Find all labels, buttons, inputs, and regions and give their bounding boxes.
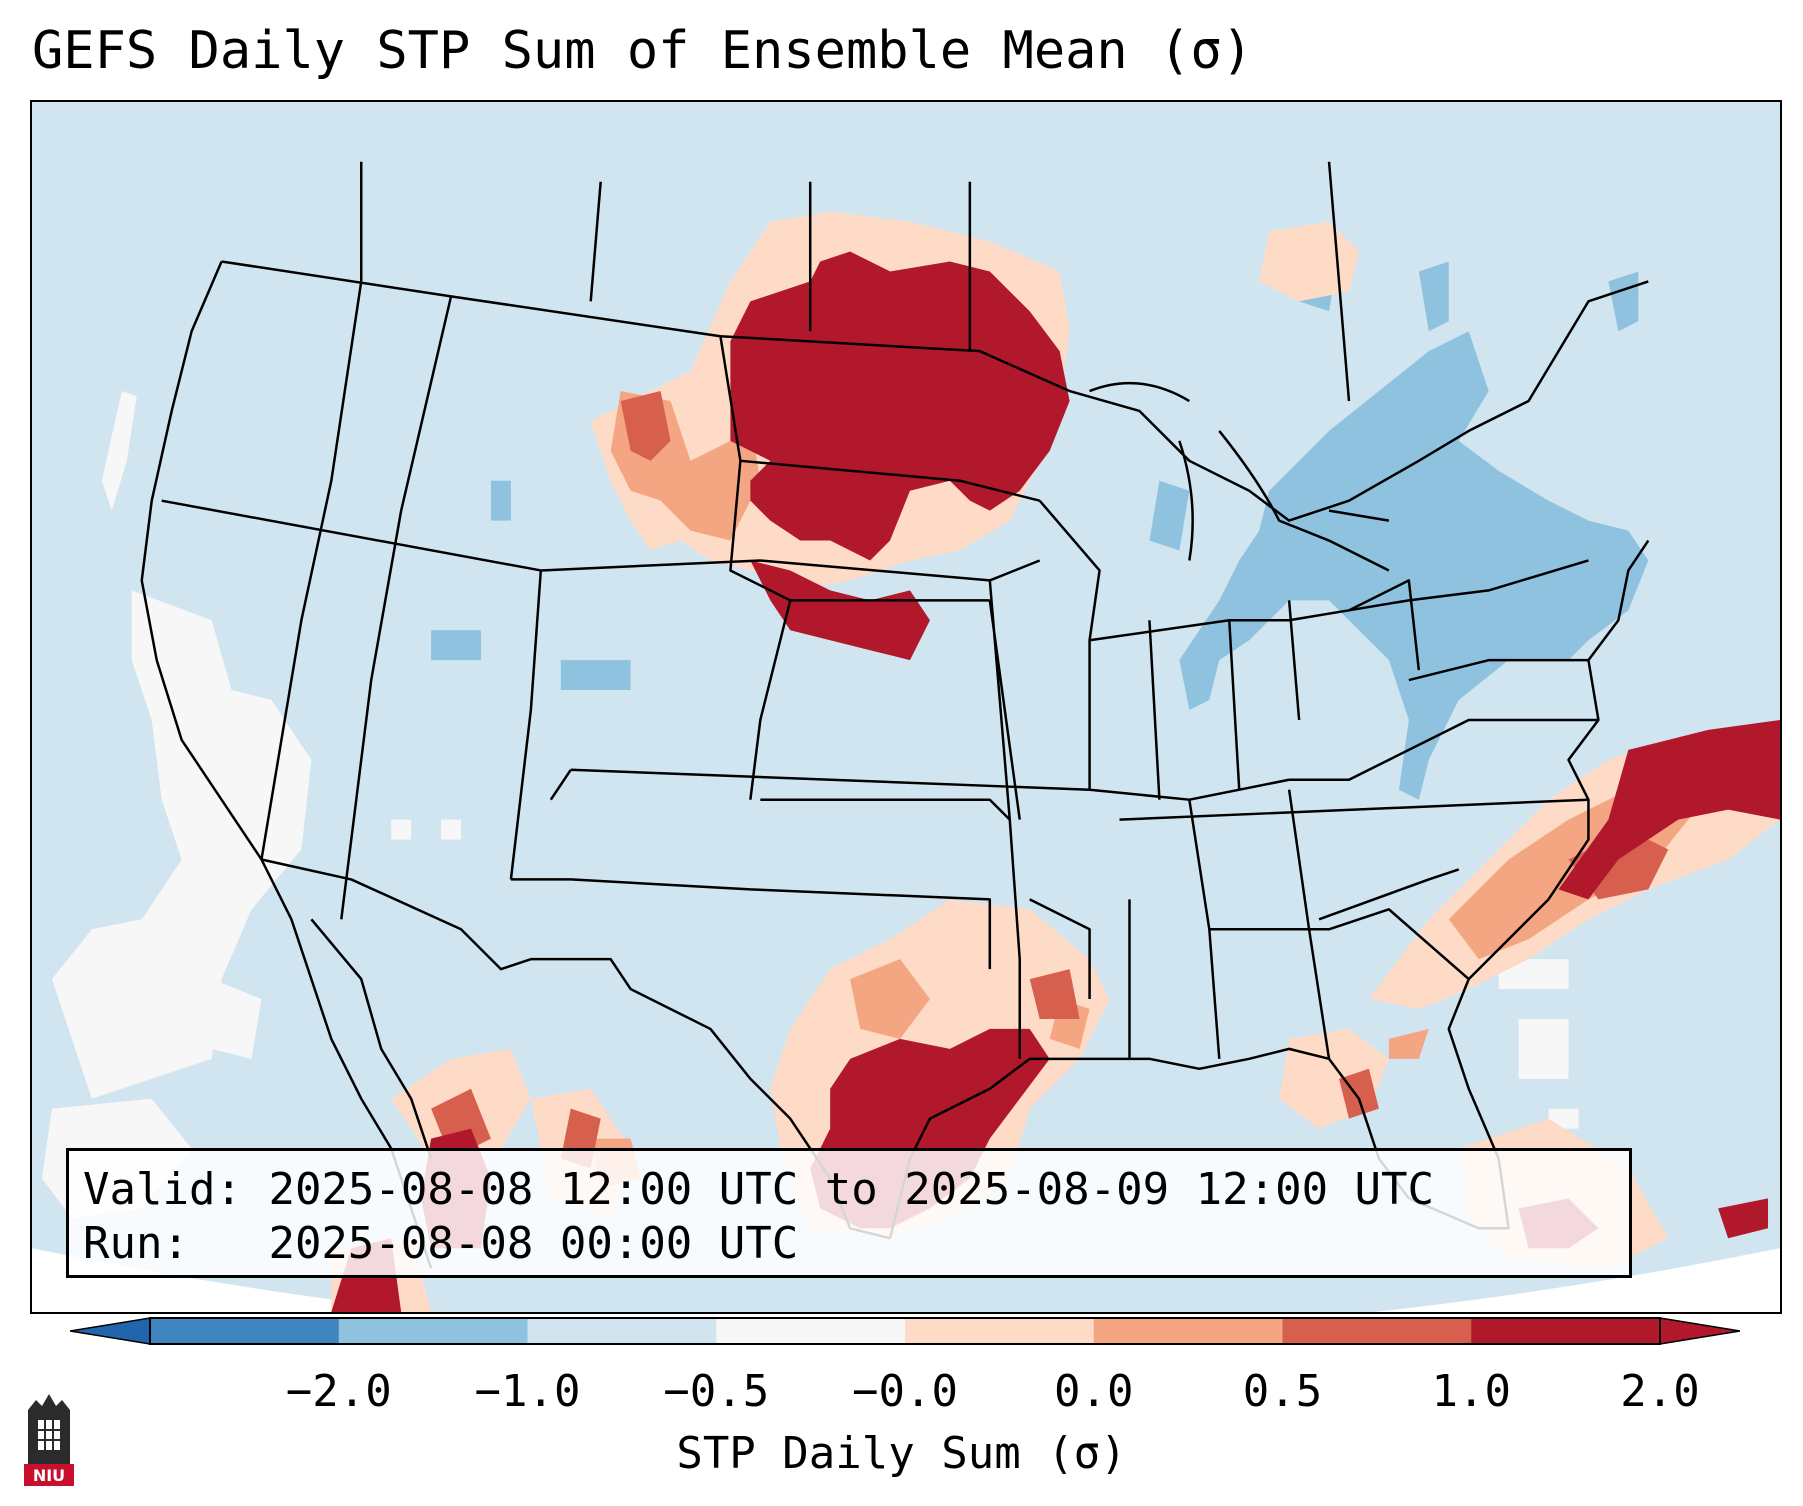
colorbar-segment <box>150 1318 340 1344</box>
colorbar-segment <box>338 1318 528 1344</box>
canada-provinces <box>359 161 1351 402</box>
map-title: GEFS Daily STP Sum of Ensemble Mean (σ) <box>32 21 1253 81</box>
colorbar-segment <box>1093 1318 1283 1344</box>
valid-label: Valid: <box>83 1164 242 1215</box>
colorbar-extend-low <box>70 1317 151 1345</box>
boundaries <box>140 161 1650 1269</box>
colorbar-segment <box>1471 1318 1661 1344</box>
map-panel[interactable] <box>30 100 1782 1314</box>
colorbar-segment <box>905 1318 1095 1344</box>
colorbar-tick: 1.0 <box>1431 1366 1511 1417</box>
colorbar-tick: 0.0 <box>1054 1366 1134 1417</box>
gulf-coast <box>888 1047 1410 1239</box>
colorbar-tick: 2.0 <box>1620 1366 1700 1417</box>
canada-us-border <box>221 260 1649 522</box>
colorbar-outline <box>149 1317 1661 1345</box>
pacific-coast <box>140 260 433 1269</box>
valid-value: 2025-08-08 12:00 UTC to 2025-08-09 12:00… <box>268 1164 1435 1215</box>
colorbar-tick: −2.0 <box>285 1366 392 1417</box>
colorbar-tick: −1.0 <box>474 1366 581 1417</box>
baja-coast <box>310 918 433 1159</box>
logo-text: NIU <box>33 1466 65 1485</box>
colorbar-label: STP Daily Sum (σ) <box>676 1428 1127 1479</box>
state-lines <box>161 281 1599 1060</box>
colorbar-tick: 0.5 <box>1242 1366 1323 1417</box>
colorbar-extend-high <box>1659 1317 1740 1345</box>
map-canvas <box>32 102 1780 1312</box>
colorbar-segment <box>716 1318 906 1344</box>
colorbar-tick: −0.0 <box>852 1366 958 1417</box>
run-label: Run: <box>83 1218 242 1269</box>
colorbar-segment <box>527 1318 717 1344</box>
niu-logo-icon: NIU <box>24 1394 74 1486</box>
colorbar-tick: −0.5 <box>663 1366 770 1417</box>
colorbar-segment <box>1282 1318 1472 1344</box>
great-lakes <box>1089 381 1390 572</box>
run-value: 2025-08-08 00:00 UTC <box>268 1218 799 1269</box>
domain-field <box>32 102 1780 1312</box>
validity-info-box: Valid: 2025-08-08 12:00 UTC to 2025-08-0… <box>66 1148 1632 1278</box>
colorbar-segments <box>150 1318 1661 1344</box>
colorbar <box>70 1317 1740 1345</box>
